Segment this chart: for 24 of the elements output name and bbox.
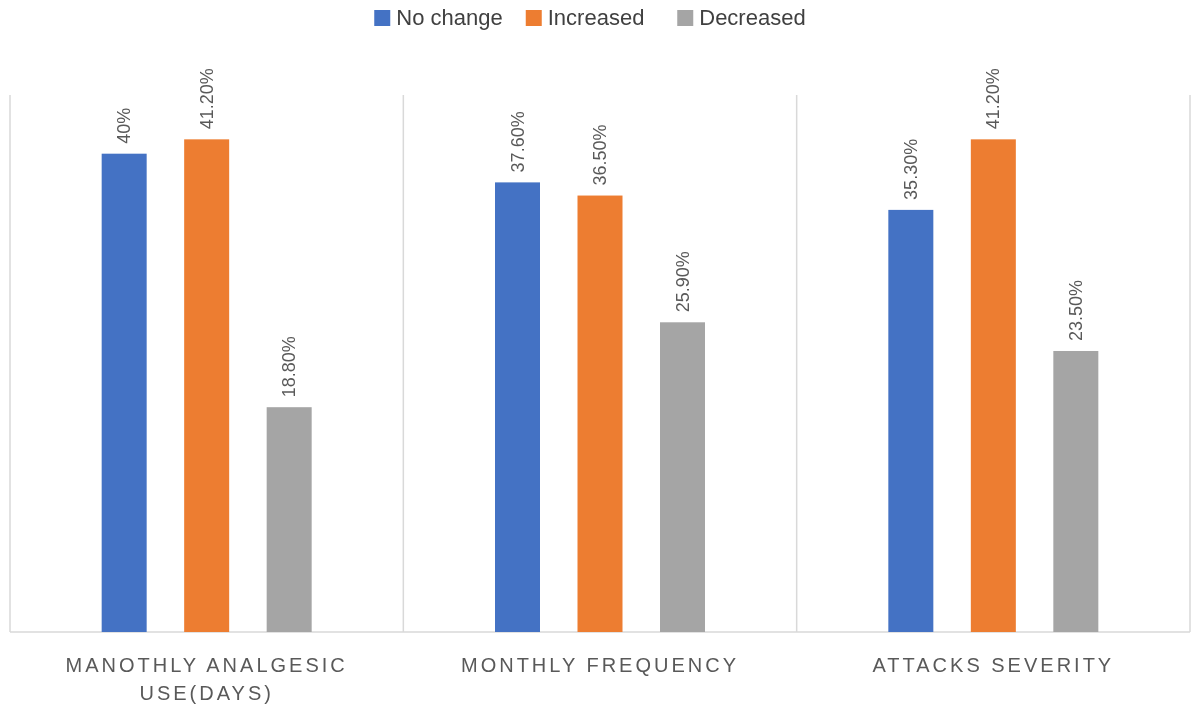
data-label: 41.20% (983, 68, 1004, 130)
bar (970, 139, 1016, 632)
legend-label: No change (396, 5, 503, 30)
data-label: 37.60% (507, 111, 528, 173)
bar (577, 195, 623, 632)
x-tick-label: ATTACKS SEVERITY (872, 654, 1115, 676)
data-label: 40% (114, 107, 135, 144)
bar (660, 322, 705, 632)
x-tick-label: MANOTHLY ANALGESIC USE(DAYS) (65, 654, 348, 704)
data-label: 35.30% (900, 138, 921, 200)
bar (1053, 350, 1099, 632)
bar (101, 153, 147, 632)
bar (495, 182, 540, 632)
data-label: 36.50% (590, 124, 610, 186)
data-label: 41.20% (196, 68, 217, 130)
legend-label: Decreased (699, 5, 806, 30)
legend-label: Increased (547, 5, 645, 30)
bar (184, 139, 230, 632)
data-label: 25.90% (672, 251, 693, 313)
data-label: 18.80% (279, 336, 300, 398)
bar (888, 209, 934, 632)
bar (266, 407, 312, 632)
x-tick-label: MONTHLY FREQUENCY (460, 654, 740, 676)
data-label: 23.50% (1065, 279, 1086, 341)
